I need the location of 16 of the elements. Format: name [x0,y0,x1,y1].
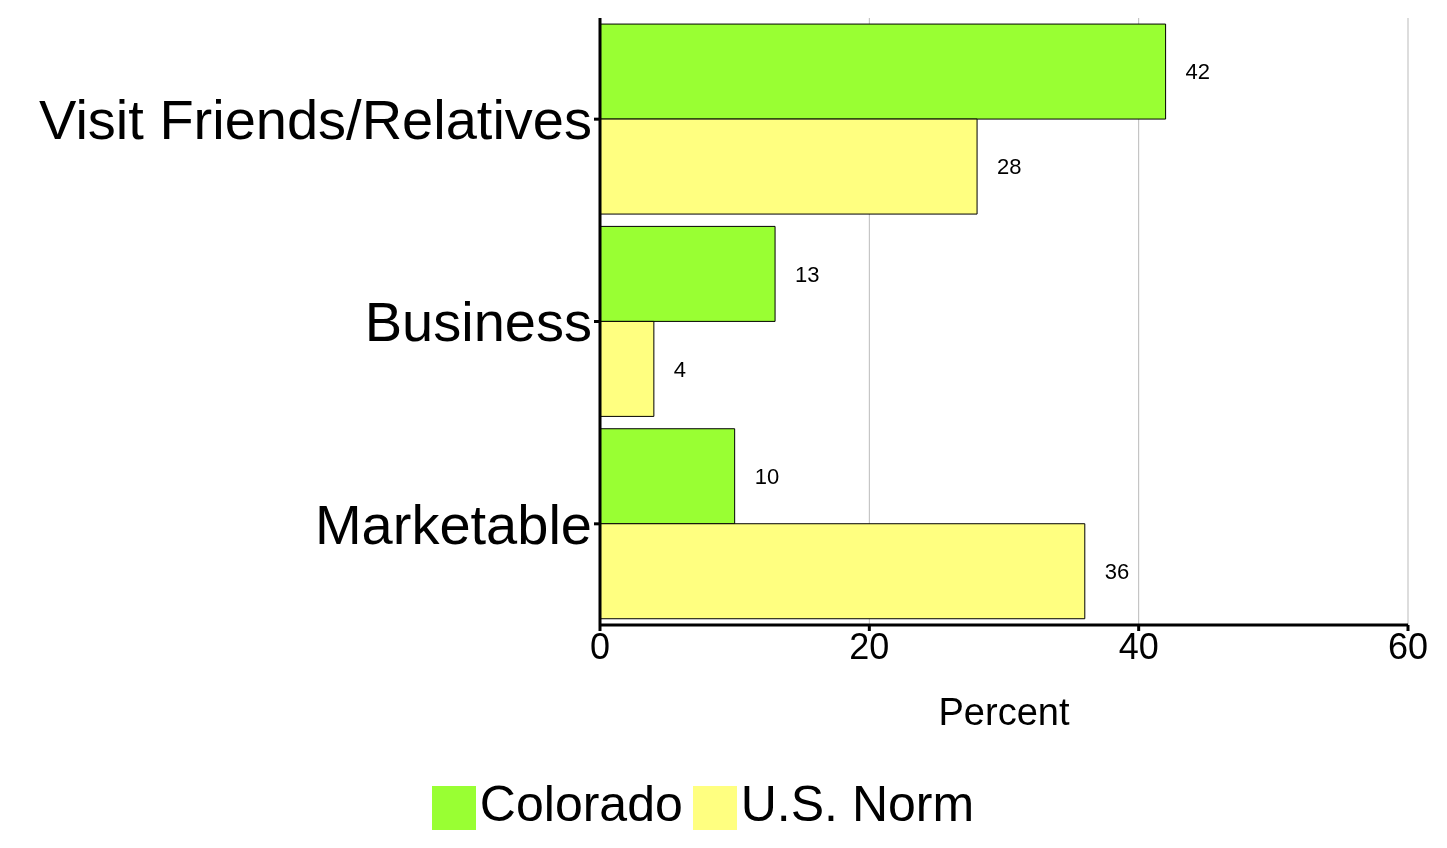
data-label: 42 [1185,59,1211,85]
legend-label: U.S. Norm [740,776,975,832]
y-tick-label: Visit Friends/Relatives [39,88,592,152]
y-tick-label: Business [364,290,592,354]
x-axis-title: Percent [938,691,1070,733]
x-tick-label: 60 [1387,625,1429,667]
data-label: 10 [754,464,780,490]
data-label: 13 [795,261,820,287]
data-label: 28 [997,154,1022,180]
x-tick-label: 20 [849,625,890,667]
x-tick-label: 0 [589,625,611,667]
data-label: 36 [1104,559,1130,585]
legend-label: Colorado [479,776,683,832]
data-label: 4 [673,356,687,382]
y-tick-label: Marketable [314,492,592,556]
x-tick-label: 40 [1118,625,1159,667]
